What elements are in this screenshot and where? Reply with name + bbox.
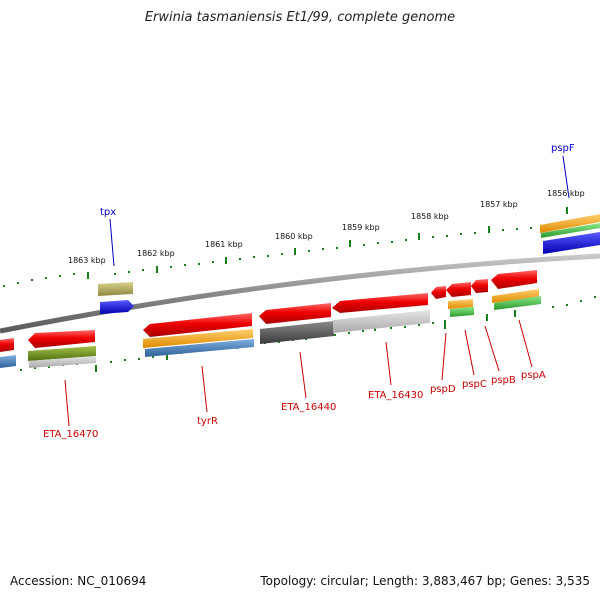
ETA_16440-gene-arrow[interactable] <box>259 303 331 324</box>
ETA_16470-gene-arrow[interactable] <box>28 330 95 348</box>
gene-label-pspD[interactable]: pspD <box>430 384 456 395</box>
ETA_16430-light-feature[interactable] <box>333 310 430 333</box>
gene-label-pspA[interactable]: pspA <box>521 370 546 381</box>
pspF-orange-feature[interactable] <box>540 214 600 233</box>
gene-label-tpx[interactable]: tpx <box>100 207 116 218</box>
ETA_16470-gray-feature[interactable] <box>29 356 96 368</box>
pspF-blue-feature[interactable] <box>543 232 600 254</box>
scale-label-1857: 1857 kbp <box>480 200 518 209</box>
pspA-orange-feature[interactable] <box>492 289 539 303</box>
gene-label-pspB[interactable]: pspB <box>491 375 516 386</box>
scale-label-1861: 1861 kbp <box>205 240 243 249</box>
tyrR-gene-arrow[interactable] <box>143 313 252 337</box>
scale-label-1859: 1859 kbp <box>342 223 380 232</box>
genome-backbone <box>0 253 600 334</box>
pspD-gene-arrow[interactable] <box>431 286 446 299</box>
topology-text: Topology: circular; Length: 3,883,467 bp… <box>260 574 590 588</box>
pspA-gene-arrow[interactable] <box>491 270 537 289</box>
accession-text: Accession: NC_010694 <box>10 574 147 588</box>
ETA_16440-dark-feature[interactable] <box>260 321 334 344</box>
tyrR-blue-feature[interactable] <box>145 339 254 357</box>
genome-title: Erwinia tasmaniensis Et1/99, complete ge… <box>144 10 456 25</box>
pspC-orange-feature[interactable] <box>448 299 473 309</box>
gene-label-pspF[interactable]: pspF <box>551 143 575 154</box>
upper-scale-track <box>3 207 568 287</box>
pspF-green-feature[interactable] <box>541 223 600 238</box>
gene-label-ETA_16430[interactable]: ETA_16430 <box>368 390 423 401</box>
scale-label-1856: 1856 kbp <box>547 189 585 198</box>
gene-label-ETA_16470[interactable]: ETA_16470 <box>43 429 98 440</box>
scale-label-1862: 1862 kbp <box>137 249 175 258</box>
scale-label-1863: 1863 kbp <box>68 256 106 265</box>
label-leader-lines <box>64 155 570 427</box>
scale-label-1860: 1860 kbp <box>275 232 313 241</box>
tpx-blue-feature[interactable] <box>100 300 134 314</box>
gene-label-pspC[interactable]: pspC <box>462 379 487 390</box>
scale-label-1858: 1858 kbp <box>411 212 449 221</box>
tyrR-orange-feature[interactable] <box>143 329 253 348</box>
ETA_16430-gene-arrow[interactable] <box>332 293 428 313</box>
tpx-tan-feature[interactable] <box>98 282 133 296</box>
pspC-gene-arrow[interactable] <box>446 282 471 297</box>
gene-label-ETA_16440[interactable]: ETA_16440 <box>281 402 336 413</box>
left-edge-red-gene[interactable] <box>0 338 14 352</box>
pspB-gene-arrow[interactable] <box>471 279 488 293</box>
left-edge-blue-feature[interactable] <box>0 355 16 368</box>
ETA_16470-olive-feature[interactable] <box>28 346 96 361</box>
pspA-green-feature[interactable] <box>494 296 541 310</box>
pspC-green-feature[interactable] <box>450 307 474 317</box>
gene-label-tyrR[interactable]: tyrR <box>197 416 218 427</box>
